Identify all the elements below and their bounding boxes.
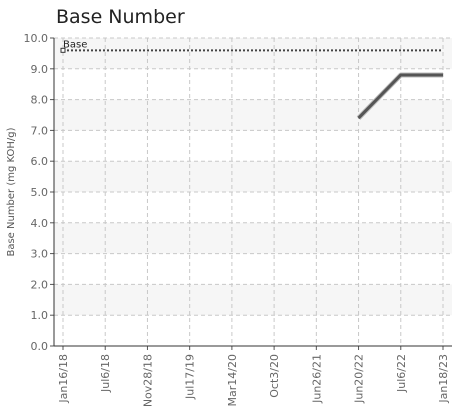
grid-band [54, 38, 452, 69]
x-tick-label: Jan18/23 [437, 354, 450, 404]
x-tick-label: Jul17/19 [184, 354, 197, 400]
grid-band [54, 222, 452, 254]
y-tick-label: 2.0 [31, 278, 49, 291]
y-tick-label: 4.0 [31, 217, 49, 230]
y-tick-label: 10.0 [24, 32, 49, 45]
x-tick-label: Oct3/20 [268, 354, 281, 398]
series-line [357, 73, 443, 120]
y-tick-label: 8.0 [31, 94, 49, 107]
x-tick-label: Jan16/18 [57, 354, 70, 404]
x-tick-label: Jul6/22 [395, 354, 408, 393]
x-tick-label: Jun20/22 [353, 354, 366, 404]
x-tick-label: Mar14/20 [226, 354, 239, 406]
x-tick-label: Nov28/18 [141, 354, 154, 407]
y-tick-label: 6.0 [31, 155, 49, 168]
y-tick-label: 3.0 [31, 248, 49, 261]
reference-line-label: Base [63, 39, 87, 50]
x-tick-label: Jul6/18 [99, 354, 112, 393]
grid-band [54, 161, 452, 192]
y-tick-label: 7.0 [31, 124, 49, 137]
y-tick-label: 0.0 [31, 340, 49, 353]
x-tick-label: Jun26/21 [310, 354, 323, 404]
grid-band [54, 99, 452, 131]
chart-title: Base Number [56, 6, 185, 28]
y-tick-label: 1.0 [31, 309, 49, 322]
y-tick-label: 5.0 [31, 186, 49, 199]
grid-band [54, 284, 452, 316]
y-tick-label: 9.0 [31, 63, 49, 76]
y-axis-label: Base Number (mg KOH/g) [6, 127, 17, 256]
reference-line-marker [60, 47, 66, 53]
